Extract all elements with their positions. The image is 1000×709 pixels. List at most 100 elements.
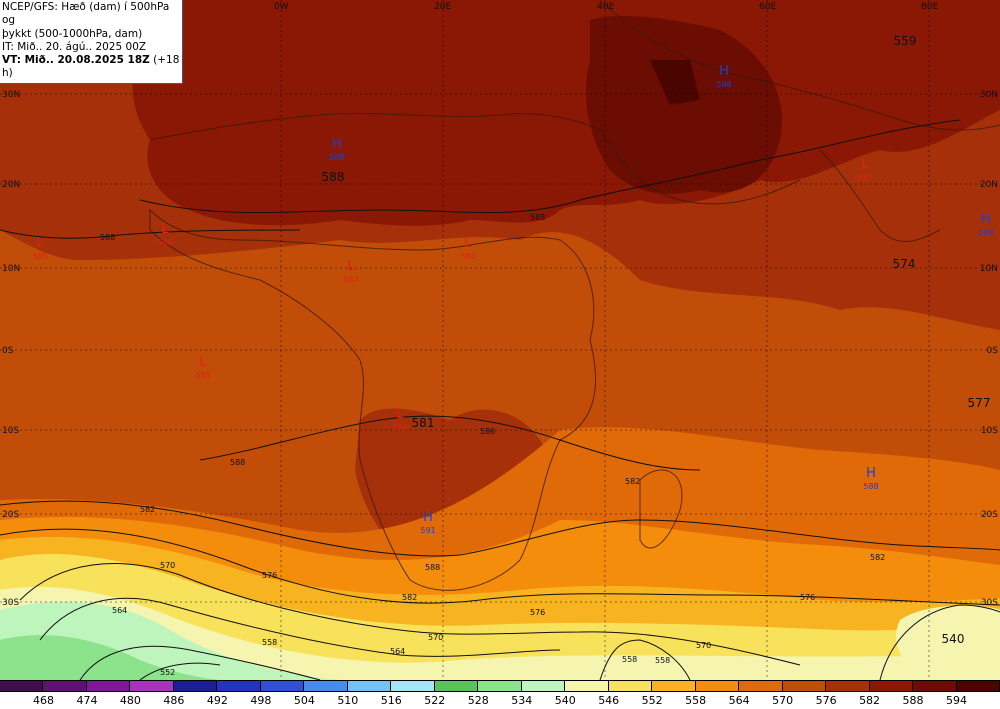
legend-tick-label: 540 [554,694,576,707]
graticule [0,0,1000,680]
legend-tick-label: 594 [946,694,968,707]
lon-label: 80E [921,2,938,12]
latitude-labels-right: 30N 20N 10N 0S 10S 20S 30S [980,90,998,608]
lat-label: 20S [2,510,19,520]
field-arabia [586,15,782,194]
contour-label: 558 [655,656,670,665]
chart-info-box: NCEP/GFS: Hæð (dam) í 500hPa og þykkt (5… [0,0,183,84]
high-symbol: H [719,64,729,79]
low-center: L 586 [157,222,172,247]
contour-label: 558 [262,638,277,647]
legend-tick-label: 474 [76,694,98,707]
field-sahara [132,0,1000,226]
height-label: 574 [893,257,916,271]
low-value: 587 [857,173,872,182]
legend-swatch [956,681,1000,691]
contour-label: 582 [140,505,155,514]
weather-map: 588 588 588 582 582 576 576 570 570 564 … [0,0,1000,680]
coastlines [149,0,1000,591]
contour-label: 588 [230,458,245,467]
lat-label: 30S [2,598,19,608]
lat-label: 10N [2,264,20,274]
legend-swatch [826,681,870,691]
lon-label: 20E [434,2,451,12]
low-center: L 585 [195,355,210,380]
pressure-centers: H 588 H 588 H 589 H 588 H 591 L 585 L 58… [32,64,993,535]
height-label: 540 [942,632,965,646]
low-value: 586 [157,238,172,247]
lat-label: 30S [981,598,998,608]
lat-label: 20N [2,180,20,190]
lat-label: 10S [2,426,19,436]
legend-swatch [434,681,479,691]
high-value: 591 [420,526,435,535]
legend-tick-label: 468 [32,694,54,707]
legend-tick-label: 528 [467,694,489,707]
contour-label: 576 [800,593,815,602]
high-value: 588 [863,482,878,491]
legend-swatch [739,681,783,691]
contour-label: 588 [425,563,440,572]
legend-swatch [86,681,131,691]
high-center: H 591 [420,510,435,535]
lon-label: 40E [597,2,614,12]
contour-label: 588 [530,213,545,222]
low-center: L 586 [460,236,475,261]
legend-tick-label: 522 [424,694,446,707]
low-value: 585 [195,371,210,380]
legend-tick-label: 498 [250,694,272,707]
contour-label: 582 [625,477,640,486]
info-line-1: NCEP/GFS: Hæð (dam) í 500hPa og [2,1,170,27]
high-value: 589 [978,228,993,237]
field-540 [0,635,220,680]
legend-swatch [347,681,392,691]
contour-label: 570 [428,633,443,642]
legend-tick-label: 486 [163,694,185,707]
low-value: 587 [343,275,358,284]
legend-tick-label: 504 [293,694,315,707]
legend-tick-label: 576 [815,694,837,707]
contour-label: 588 [100,233,115,242]
legend-tick-label: 546 [598,694,620,707]
legend-swatch [521,681,566,691]
low-symbol: L [396,407,404,422]
low-value: 586 [460,252,475,261]
contour-label: 576 [530,608,545,617]
longitude-labels: 0W 20E 40E 60E 80E [274,2,938,12]
info-line-2: þykkt (500-1000hPa, dam) [2,27,143,40]
legend-tick-label: 534 [511,694,533,707]
lat-label: 0S [2,346,14,356]
lat-label: 0S [987,346,999,356]
legend-swatch [260,681,305,691]
contour-label: 576 [262,571,277,580]
contour-label: 564 [390,647,405,656]
low-symbol: L [36,236,44,251]
lat-label: 20N [980,180,998,190]
lon-label: 0W [274,2,289,12]
legend-swatch [652,681,696,691]
high-symbol: H [866,466,876,481]
contour-label: 570 [696,641,711,650]
legend-tick-label: 492 [206,694,228,707]
legend-tick-label: 516 [380,694,402,707]
lat-label: 20S [981,510,998,520]
high-symbol: H [981,212,991,227]
low-center: L 586 [392,407,407,432]
legend-tick-label: 558 [685,694,707,707]
lat-label: 10S [981,426,998,436]
legend-swatch [130,681,174,691]
contour-label: 564 [112,606,127,615]
legend-swatch [391,681,435,691]
height-label: 559 [894,34,917,48]
low-center: L 587 [343,259,358,284]
legend-swatch [869,681,914,691]
low-symbol: L [861,157,869,172]
contour-label: 552 [160,668,175,677]
high-center: H 589 [978,212,993,237]
low-value: 585 [32,252,47,261]
legend-tick-label: 564 [728,694,750,707]
high-symbol: H [332,137,342,152]
lat-label: 10N [980,264,998,274]
contour-labels: 588 588 588 582 582 576 576 570 570 564 … [100,213,885,677]
field-552 [0,586,1000,680]
